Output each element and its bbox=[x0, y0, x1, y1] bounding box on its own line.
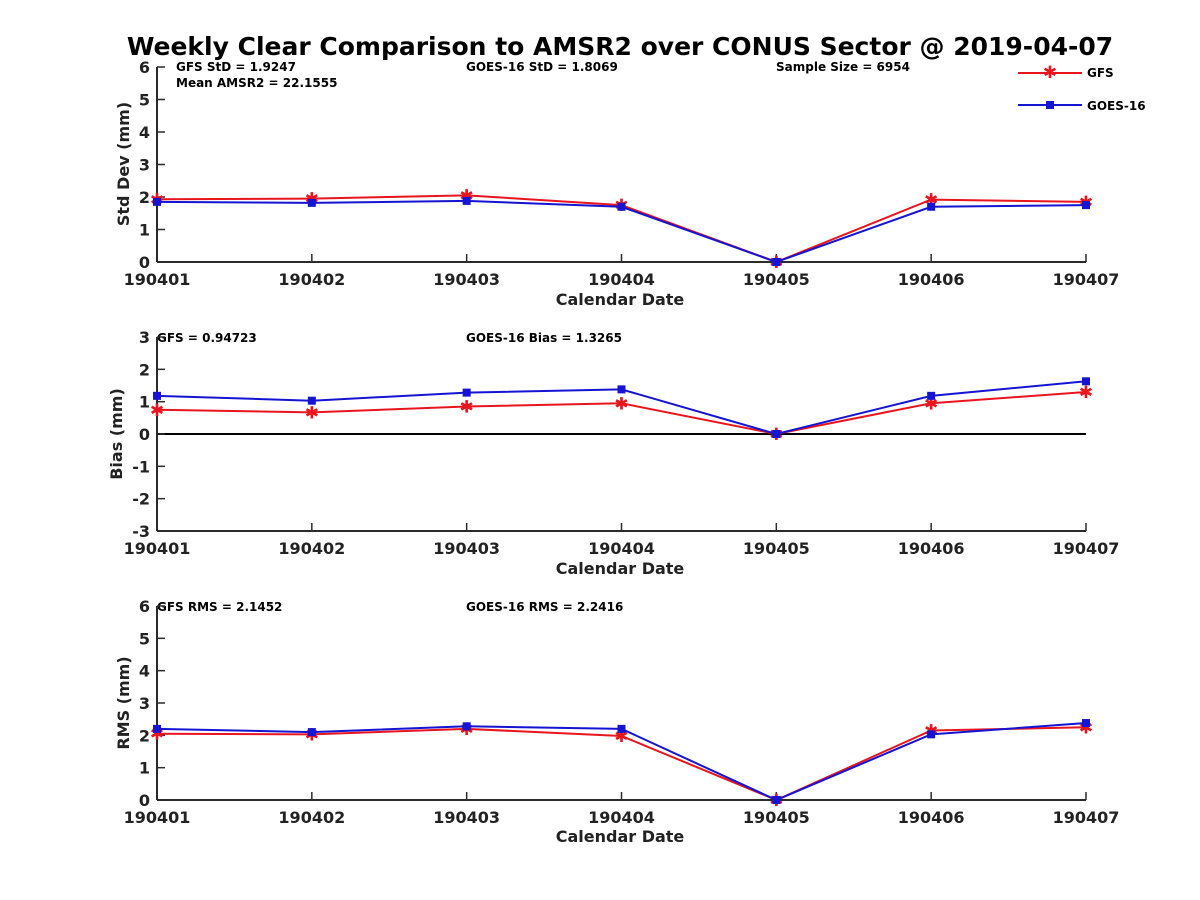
y-tick-label: 4 bbox=[139, 123, 150, 142]
legend-marker-gfs: ✱ bbox=[1043, 63, 1057, 83]
bias-panel: GFS = 0.94723 GOES-16 Bias = 1.3265 Cale… bbox=[107, 328, 1119, 578]
goes16-std-annotation: GOES-16 StD = 1.8069 bbox=[466, 60, 618, 74]
x-axis-label: Calendar Date bbox=[556, 827, 685, 846]
x-tick-label: 190402 bbox=[278, 539, 345, 558]
legend-box bbox=[1005, 58, 1165, 128]
x-tick-label: 190404 bbox=[588, 270, 655, 289]
legend-label-gfs: GFS bbox=[1087, 66, 1114, 80]
data-point-goes16 bbox=[617, 724, 626, 733]
data-point-goes16 bbox=[927, 202, 936, 211]
data-point-gfs: ✱ bbox=[1079, 383, 1093, 403]
data-point-goes16 bbox=[462, 722, 471, 731]
y-tick-label: 5 bbox=[139, 91, 150, 110]
legend-marker-goes16 bbox=[1046, 101, 1054, 109]
mean-amsr2-annotation: Mean AMSR2 = 22.1555 bbox=[176, 76, 337, 90]
y-tick-label: 6 bbox=[139, 58, 150, 77]
data-point-goes16 bbox=[307, 396, 316, 405]
y-tick-label: 0 bbox=[139, 253, 150, 272]
x-tick-label: 190404 bbox=[588, 808, 655, 827]
y-axis-label: RMS (mm) bbox=[114, 656, 133, 749]
gfs-rms-annotation: GFS RMS = 2.1452 bbox=[157, 600, 282, 614]
data-point-goes16 bbox=[927, 391, 936, 400]
data-point-gfs: ✱ bbox=[460, 398, 474, 418]
chart-title: Weekly Clear Comparison to AMSR2 over CO… bbox=[127, 32, 1113, 61]
y-tick-label: 1 bbox=[139, 393, 150, 412]
y-axis-label: Bias (mm) bbox=[107, 388, 126, 480]
y-tick-label: -3 bbox=[132, 522, 150, 541]
goes16-bias-annotation: GOES-16 Bias = 1.3265 bbox=[466, 331, 622, 345]
data-point-goes16 bbox=[772, 796, 781, 804]
data-point-goes16 bbox=[1082, 719, 1090, 728]
x-tick-label: 190406 bbox=[898, 539, 965, 558]
x-axis-label: Calendar Date bbox=[556, 290, 685, 309]
legend-label-goes16: GOES-16 bbox=[1087, 99, 1146, 113]
data-point-goes16 bbox=[1082, 377, 1090, 386]
x-tick-label: 190406 bbox=[898, 808, 965, 827]
data-point-goes16 bbox=[153, 724, 161, 733]
x-tick-label: 190404 bbox=[588, 539, 655, 558]
x-tick-label: 190407 bbox=[1053, 270, 1120, 289]
data-point-gfs: ✱ bbox=[305, 403, 319, 423]
x-tick-label: 190407 bbox=[1053, 539, 1120, 558]
data-point-goes16 bbox=[462, 196, 471, 205]
y-tick-label: 5 bbox=[139, 629, 150, 648]
data-point-goes16 bbox=[153, 391, 161, 400]
x-tick-label: 190402 bbox=[278, 808, 345, 827]
data-point-goes16 bbox=[772, 258, 781, 266]
data-point-gfs: ✱ bbox=[614, 394, 628, 414]
data-point-goes16 bbox=[927, 730, 936, 739]
y-tick-label: 3 bbox=[139, 694, 150, 713]
y-axis-label: Std Dev (mm) bbox=[114, 102, 133, 226]
y-tick-label: 6 bbox=[139, 597, 150, 616]
data-point-goes16 bbox=[153, 197, 161, 206]
data-point-goes16 bbox=[772, 430, 781, 438]
x-tick-label: 190405 bbox=[743, 539, 810, 558]
x-tick-label: 190407 bbox=[1053, 808, 1120, 827]
y-tick-label: -2 bbox=[132, 490, 150, 509]
y-tick-label: 1 bbox=[139, 221, 150, 240]
y-tick-label: 4 bbox=[139, 662, 150, 681]
y-tick-label: 2 bbox=[139, 360, 150, 379]
data-point-goes16 bbox=[307, 728, 316, 737]
x-tick-label: 190403 bbox=[433, 808, 500, 827]
x-tick-label: 190405 bbox=[743, 808, 810, 827]
x-tick-label: 190402 bbox=[278, 270, 345, 289]
x-tick-label: 190403 bbox=[433, 270, 500, 289]
y-tick-label: 3 bbox=[139, 156, 150, 175]
x-tick-label: 190406 bbox=[898, 270, 965, 289]
rms-panel: GFS RMS = 2.1452 GOES-16 RMS = 2.2416 Ca… bbox=[114, 597, 1119, 846]
y-tick-label: 0 bbox=[139, 791, 150, 810]
x-tick-label: 190403 bbox=[433, 539, 500, 558]
data-point-goes16 bbox=[1082, 201, 1090, 210]
y-tick-label: -1 bbox=[132, 457, 150, 476]
sample-size-annotation: Sample Size = 6954 bbox=[776, 60, 910, 74]
std-dev-panel: GFS StD = 1.9247 Mean AMSR2 = 22.1555 GO… bbox=[114, 58, 1119, 309]
goes16-rms-annotation: GOES-16 RMS = 2.2416 bbox=[466, 600, 623, 614]
y-tick-label: 2 bbox=[139, 726, 150, 745]
data-point-goes16 bbox=[617, 202, 626, 211]
y-tick-label: 2 bbox=[139, 188, 150, 207]
data-point-goes16 bbox=[617, 385, 626, 394]
data-point-goes16 bbox=[307, 198, 316, 207]
legend: ✱ GFS GOES-16 bbox=[1005, 58, 1165, 128]
gfs-std-annotation: GFS StD = 1.9247 bbox=[176, 60, 296, 74]
x-axis-label: Calendar Date bbox=[556, 559, 685, 578]
x-tick-label: 190401 bbox=[124, 539, 191, 558]
data-point-goes16 bbox=[462, 388, 471, 397]
x-tick-label: 190401 bbox=[124, 808, 191, 827]
y-tick-label: 1 bbox=[139, 759, 150, 778]
data-point-gfs: ✱ bbox=[150, 401, 164, 421]
y-tick-label: 3 bbox=[139, 328, 150, 347]
gfs-bias-annotation: GFS = 0.94723 bbox=[157, 331, 257, 345]
x-tick-label: 190401 bbox=[124, 270, 191, 289]
y-tick-label: 0 bbox=[139, 425, 150, 444]
x-tick-label: 190405 bbox=[743, 270, 810, 289]
series-line-gfs bbox=[156, 390, 1087, 436]
